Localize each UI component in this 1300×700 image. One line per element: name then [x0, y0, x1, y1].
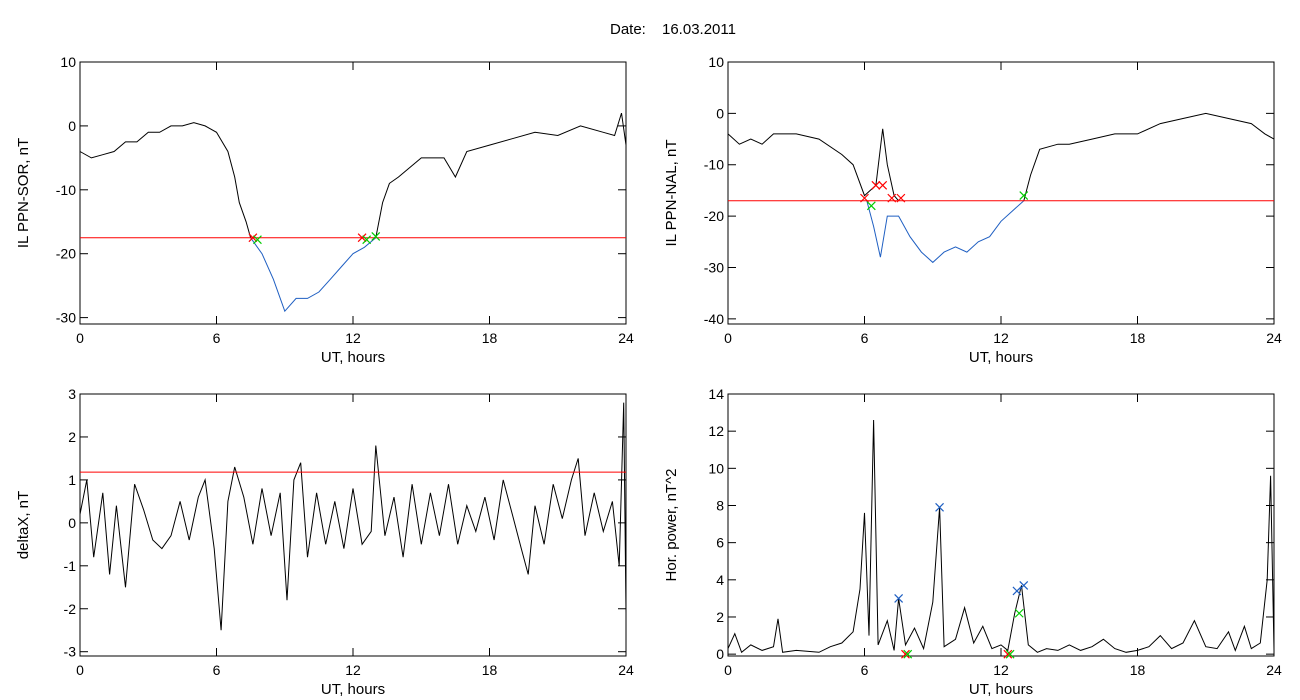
series-line — [79, 122, 252, 238]
event-marker — [1012, 586, 1022, 596]
x-axis-label: UT, hours — [969, 681, 1033, 698]
series-line — [250, 237, 377, 313]
x-tick-label: 0 — [724, 662, 732, 678]
panel-ppn-nal: 0 6 12 18 24 10 0 -10 -20 -30 -40 UT, hours IL PPN-N… — [663, 54, 1282, 366]
y-tick-label: -20 — [56, 246, 76, 262]
series-line — [375, 112, 627, 238]
x-tick-label: 24 — [618, 662, 634, 678]
series-line — [79, 402, 627, 631]
event-marker — [887, 193, 897, 203]
panel-hor-power: 0 6 12 18 24 14 12 10 8 6 4 2 0 UT, hours Hor. power, … — [663, 386, 1282, 698]
event-marker — [896, 193, 906, 203]
x-tick-label: 12 — [345, 330, 361, 346]
x-tick-label: 24 — [1266, 330, 1282, 346]
plot-frame — [79, 393, 627, 657]
y-tick-label: 6 — [716, 535, 724, 551]
plot-frame — [79, 61, 627, 325]
y-tick-label: 10 — [708, 54, 724, 70]
x-tick-label: 0 — [76, 330, 84, 346]
series-line — [727, 128, 899, 202]
event-marker — [903, 649, 913, 659]
x-tick-label: 18 — [482, 662, 498, 678]
event-marker — [1014, 608, 1024, 618]
event-marker — [878, 180, 888, 190]
y-tick-label: 2 — [716, 609, 724, 625]
series-line — [727, 419, 1275, 654]
y-tick-label: 10 — [60, 54, 76, 70]
x-tick-label: 6 — [213, 662, 221, 678]
event-marker — [935, 502, 944, 512]
date-label: Date: — [610, 21, 646, 38]
x-tick-label: 18 — [1130, 330, 1146, 346]
event-marker — [894, 593, 904, 603]
x-tick-label: 0 — [724, 330, 732, 346]
x-tick-label: 24 — [618, 330, 634, 346]
y-tick-label: -20 — [704, 208, 724, 224]
event-marker — [362, 235, 372, 245]
panel-deltax: 0 6 12 18 24 3 2 1 0 -1 -2 -3 UT, hours deltaX, nT — [15, 386, 634, 698]
y-tick-label: 8 — [716, 497, 724, 513]
y-tick-label: 1 — [68, 472, 76, 488]
x-axis-label: UT, hours — [969, 349, 1033, 366]
event-marker — [357, 233, 367, 243]
y-tick-label: 0 — [716, 646, 724, 662]
series-line — [1023, 112, 1275, 201]
x-tick-label: 18 — [482, 330, 498, 346]
y-axis-label: IL PPN-SOR, nT — [15, 138, 32, 248]
y-tick-label: 0 — [68, 515, 76, 531]
x-axis-label: UT, hours — [321, 681, 385, 698]
y-tick-label: 2 — [68, 429, 76, 445]
event-marker — [1019, 191, 1029, 200]
y-axis-label: Hor. power, nT^2 — [663, 469, 680, 582]
x-tick-label: 12 — [345, 662, 361, 678]
y-tick-label: 14 — [708, 386, 724, 402]
y-tick-label: -40 — [704, 311, 724, 327]
x-tick-label: 12 — [993, 330, 1009, 346]
event-marker — [860, 193, 869, 203]
event-marker — [866, 201, 876, 211]
event-marker — [1003, 649, 1013, 659]
y-axis-label: deltaX, nT — [15, 491, 32, 559]
y-tick-label: 0 — [68, 118, 76, 134]
y-tick-label: 3 — [68, 386, 76, 402]
panel-ppn-sor: 0 6 12 18 24 10 0 -10 -20 -30 UT, hours IL PPN-SOR,… — [15, 54, 634, 366]
y-tick-label: -30 — [56, 310, 76, 326]
x-tick-label: 12 — [993, 662, 1009, 678]
y-tick-label: 10 — [708, 460, 724, 476]
x-axis-label: UT, hours — [321, 349, 385, 366]
x-tick-label: 6 — [861, 662, 869, 678]
y-tick-label: -2 — [64, 601, 77, 617]
date-value: 16.03.2011 — [662, 21, 736, 38]
y-tick-label: 4 — [716, 572, 724, 588]
y-tick-label: -1 — [64, 558, 77, 574]
x-tick-label: 24 — [1266, 662, 1282, 678]
event-marker — [1005, 649, 1015, 659]
y-tick-label: -3 — [64, 644, 77, 660]
x-tick-label: 6 — [213, 330, 221, 346]
y-tick-label: 0 — [716, 105, 724, 121]
event-marker — [253, 235, 262, 245]
event-marker — [901, 649, 910, 659]
y-tick-label: 12 — [708, 423, 724, 439]
event-marker — [248, 233, 258, 243]
event-marker — [371, 232, 381, 241]
series-line — [866, 200, 1025, 264]
y-tick-label: -10 — [704, 157, 724, 173]
plot-frame — [727, 393, 1275, 657]
y-axis-label: IL PPN-NAL, nT — [663, 140, 680, 247]
y-tick-label: -10 — [56, 182, 76, 198]
event-marker — [871, 180, 881, 190]
event-marker — [1019, 580, 1029, 590]
plot-frame — [727, 61, 1275, 325]
x-tick-label: 18 — [1130, 662, 1146, 678]
x-tick-label: 0 — [76, 662, 84, 678]
x-tick-label: 6 — [861, 330, 869, 346]
y-tick-label: -30 — [704, 259, 724, 275]
